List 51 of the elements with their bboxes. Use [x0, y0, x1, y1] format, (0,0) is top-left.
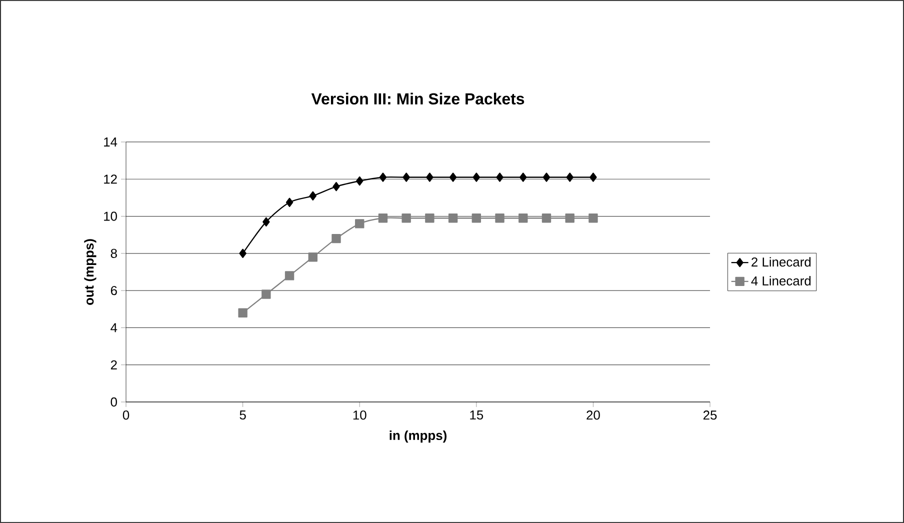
point [565, 214, 574, 223]
point [518, 214, 528, 223]
y-tick-label: 10 [104, 212, 117, 221]
point [238, 308, 248, 318]
point [542, 172, 550, 182]
point [308, 252, 318, 262]
point [496, 172, 504, 182]
y-tick-label: 12 [104, 174, 117, 184]
point [402, 172, 410, 182]
point [448, 214, 458, 223]
point [402, 214, 411, 223]
point [379, 172, 387, 182]
legend-label: 4 Linecard [751, 276, 811, 286]
point [309, 191, 316, 200]
y-tick-label: 4 [110, 323, 118, 332]
point [449, 172, 457, 182]
y-tick-label: 6 [110, 286, 117, 296]
point [332, 234, 341, 244]
point [355, 219, 364, 228]
y-tick-label: 8 [110, 248, 117, 258]
y-axis-title: out (mpps) [84, 239, 96, 305]
point [239, 248, 246, 258]
x-tick-label: 20 [586, 410, 600, 420]
y-tick-label: 0 [110, 397, 117, 407]
point [542, 214, 552, 223]
point [495, 214, 504, 223]
y-tick-label: 14 [104, 138, 118, 146]
x-tick-label: 10 [353, 410, 366, 420]
point [286, 198, 294, 207]
point [378, 214, 388, 223]
point [426, 172, 434, 182]
chart-title: Version III: Min Size Packets [311, 92, 524, 104]
point [588, 214, 598, 223]
x-tick-label: 25 [703, 410, 717, 420]
point [590, 172, 597, 182]
point [356, 176, 364, 186]
point [472, 172, 480, 182]
x-tick-label: 0 [122, 410, 130, 420]
point [425, 214, 434, 223]
x-tick-label: 5 [240, 410, 246, 420]
point [262, 217, 270, 226]
x-axis-title: in (mpps) [390, 430, 446, 443]
point [472, 214, 482, 223]
point [284, 271, 294, 280]
point [332, 182, 340, 192]
point [520, 172, 527, 182]
legend-label: 2 Linecard [752, 257, 811, 267]
point [262, 290, 271, 299]
point [566, 172, 574, 182]
x-tick-label: 15 [470, 410, 484, 420]
y-tick-label: 2 [110, 360, 117, 370]
